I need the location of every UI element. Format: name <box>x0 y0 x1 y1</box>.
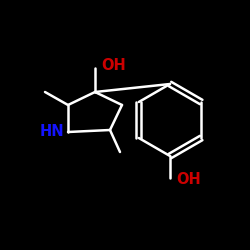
Text: HN: HN <box>40 124 64 138</box>
Text: OH: OH <box>102 58 126 74</box>
Text: OH: OH <box>176 172 202 186</box>
